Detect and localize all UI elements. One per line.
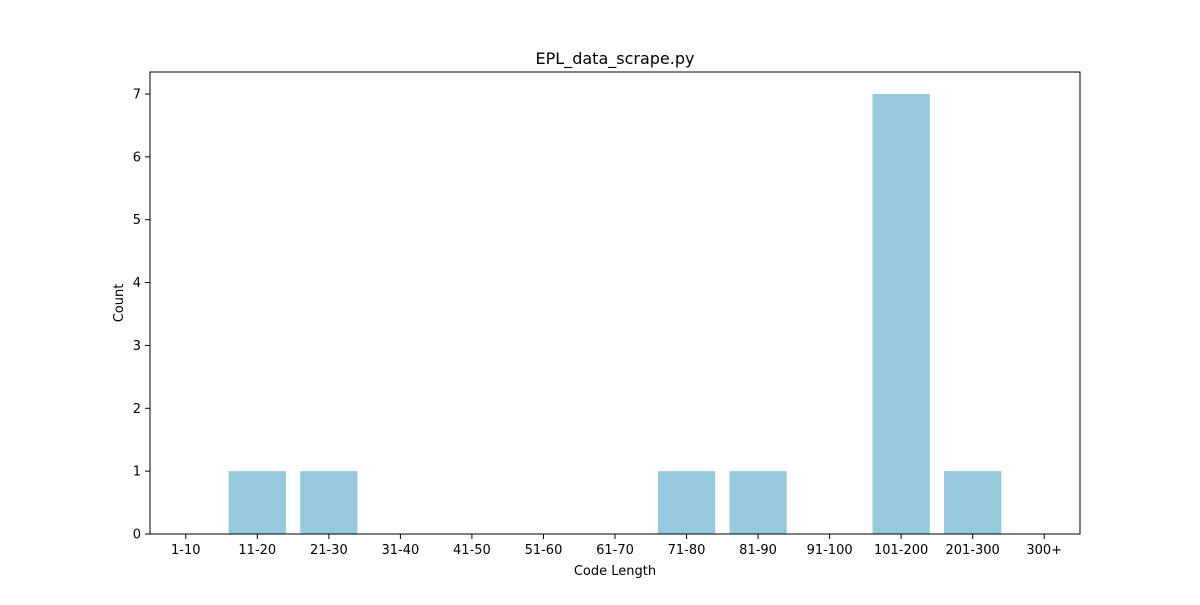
x-tick-label: 31-40	[381, 543, 419, 558]
x-tick-label: 1-10	[171, 543, 201, 558]
y-tick-label: 2	[133, 402, 141, 417]
x-tick-label: 61-70	[596, 543, 634, 558]
bar-71-80	[657, 471, 716, 534]
y-tick-label: 3	[133, 339, 141, 354]
y-tick-label: 4	[133, 276, 141, 291]
x-tick-label: 71-80	[668, 543, 706, 558]
x-axis-label: Code Length	[574, 564, 656, 579]
bar-11-20	[228, 471, 286, 534]
x-tick-label: 11-20	[238, 543, 276, 558]
bar-201-300	[944, 471, 1002, 534]
y-axis: 0 1 2 3 4 5 6 7	[133, 88, 150, 543]
bar-21-30	[300, 471, 358, 534]
x-tick-label: 91-100	[807, 543, 853, 558]
chart-title: EPL_data_scrape.py	[536, 49, 695, 69]
y-axis-label: Count	[112, 284, 127, 323]
bar-101-200	[872, 94, 930, 534]
y-tick-label: 7	[133, 88, 141, 103]
bar-81-90	[729, 471, 787, 534]
x-tick-label: 41-50	[453, 543, 491, 558]
y-tick-label: 5	[133, 213, 141, 228]
y-tick-label: 1	[133, 465, 141, 480]
y-tick-label: 0	[133, 528, 141, 543]
plot-frame	[149, 71, 1081, 535]
x-tick-label: 101-200	[874, 543, 928, 558]
x-tick-label: 51-60	[525, 543, 563, 558]
y-tick-label: 6	[133, 150, 141, 165]
x-axis: 1-10 11-20 21-30 31-40 41-50 51-60 61-70 71-80 8…	[171, 534, 1062, 558]
x-tick-label: 300+	[1026, 543, 1062, 558]
x-tick-label: 21-30	[310, 543, 348, 558]
bars-layer	[228, 94, 1002, 534]
x-tick-label: 201-300	[946, 543, 1000, 558]
x-tick-label: 81-90	[739, 543, 777, 558]
